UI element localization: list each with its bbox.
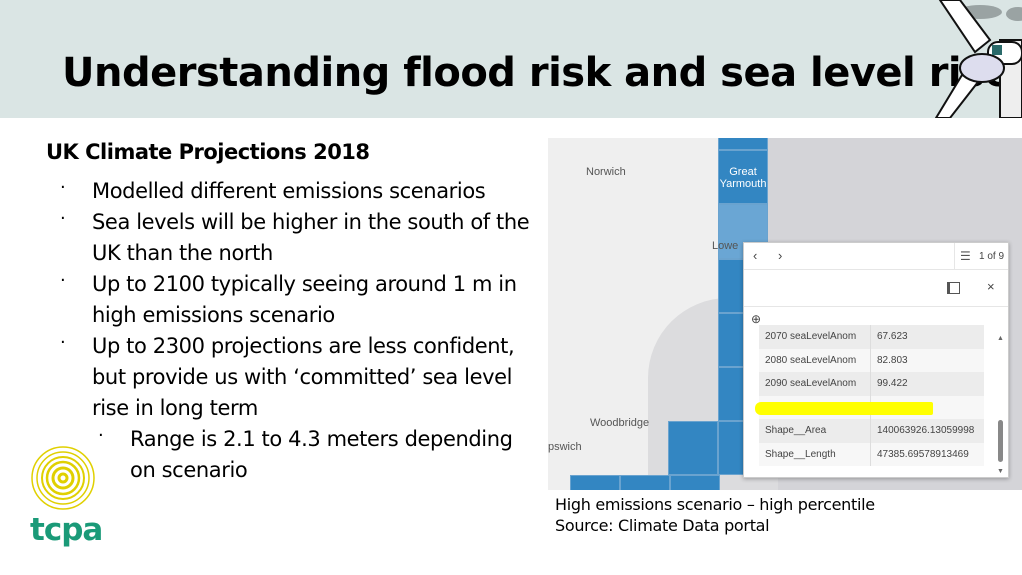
bullet-item: Sea levels will be higher in the south o… <box>60 203 540 269</box>
tcpa-logo-rings <box>31 446 95 510</box>
feature-list-icon[interactable]: ☰ <box>960 249 971 263</box>
feature-popup: ‹ › ☰ 1 of 9 × ⊕ 2070 seaLevelAnom 67.623… <box>743 242 1009 478</box>
tcpa-logo-text: tcpa <box>30 512 103 548</box>
attribute-table: 2070 seaLevelAnom 67.623 2080 seaLevelAno… <box>755 325 984 466</box>
grid-cell[interactable] <box>668 421 718 475</box>
grid-cell[interactable] <box>570 475 620 490</box>
map-label-ipswich: pswich <box>548 441 582 453</box>
map-label-lowestoft: Lowe <box>712 240 739 252</box>
header-band: Understanding flood risk and sea level r… <box>0 0 1022 118</box>
bullet-item: Up to 2300 projections are less confiden… <box>60 327 540 424</box>
caption-source: Source: Climate Data portal <box>555 516 770 535</box>
table-row: 2070 seaLevelAnom 67.623 <box>759 325 984 349</box>
map-label-woodbridge: Woodbridge <box>590 417 650 429</box>
yellow-highlight-mark <box>755 401 933 415</box>
popup-actions-bar: × <box>744 270 1008 307</box>
close-icon[interactable]: × <box>987 279 995 294</box>
table-row-highlighted <box>755 395 984 419</box>
map-label-norwich: Norwich <box>586 166 626 178</box>
map-caption: High emissions scenario – high percentil… <box>555 494 875 536</box>
grid-cell[interactable] <box>620 475 670 490</box>
popup-scrollbar[interactable]: ▲ ▼ <box>997 335 1004 475</box>
grid-cell[interactable] <box>670 475 720 490</box>
next-icon[interactable]: › <box>778 248 783 263</box>
dock-icon[interactable] <box>947 282 960 294</box>
table-row: Shape__Length 47385.69578913469 <box>759 442 984 466</box>
map-label-great-yarmouth: Great Yarmouth <box>719 166 767 190</box>
popup-tools-bar: ⊕ <box>744 307 1008 333</box>
table-row: 2080 seaLevelAnom 82.803 <box>759 348 984 372</box>
zoom-to-icon[interactable]: ⊕ <box>751 312 762 326</box>
previous-icon[interactable]: ‹ <box>753 248 758 263</box>
section-heading: UK Climate Projections 2018 <box>46 140 370 164</box>
bullet-list: Modelled different emissions scenarios S… <box>60 172 540 486</box>
pager-text: 1 of 9 <box>979 251 1005 262</box>
bullet-item: Up to 2100 typically seeing around 1 m i… <box>60 265 540 331</box>
table-row: Shape__Area 140063926.13059998 <box>759 419 984 443</box>
grid-cell[interactable] <box>718 150 768 204</box>
table-row: 2090 seaLevelAnom 99.422 <box>759 372 984 396</box>
page-title: Understanding flood risk and sea level r… <box>62 50 1012 96</box>
caption-line: High emissions scenario – high percentil… <box>555 495 875 514</box>
wind-turbine-illustration <box>934 0 1022 118</box>
grid-cell[interactable] <box>718 138 768 150</box>
bullet-item: Modelled different emissions scenarios <box>60 172 540 207</box>
sub-bullet-item: Range is 2.1 to 4.3 meters depending on … <box>98 420 540 486</box>
popup-nav-bar: ‹ › ☰ 1 of 9 <box>744 243 1008 270</box>
